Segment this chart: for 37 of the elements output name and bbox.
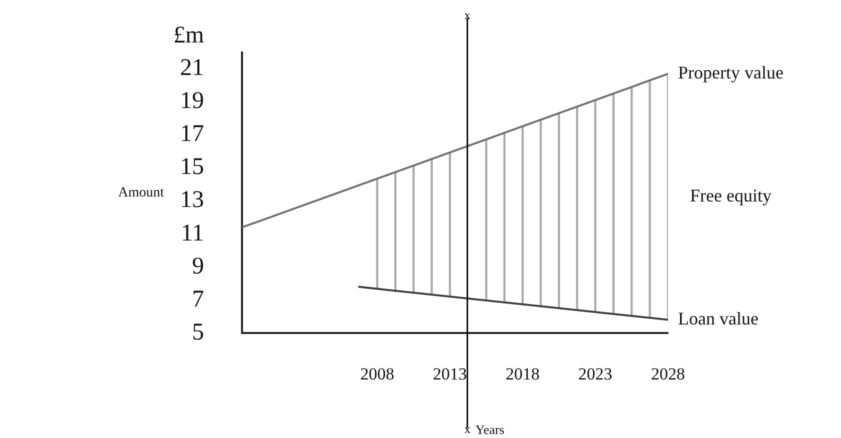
- bar: [394, 172, 396, 292]
- bar: [558, 113, 560, 309]
- bar: [540, 120, 542, 307]
- y-tick-label: 15: [180, 154, 204, 180]
- bar: [376, 179, 378, 289]
- x-tick-label: 2018: [506, 364, 540, 384]
- ref-line-label: x: [464, 422, 470, 436]
- y-axis-title: Amount: [118, 185, 164, 200]
- x-tick-label: 2028: [651, 364, 685, 384]
- bar: [503, 132, 506, 302]
- y-tick-label: 17: [180, 121, 204, 148]
- x-tick-label: 2013: [432, 364, 467, 384]
- text: £m: [173, 22, 204, 49]
- x-axis-title: Years: [475, 422, 504, 437]
- series-label: Free equity: [690, 186, 772, 206]
- series-label: Loan value: [678, 308, 758, 329]
- y-tick-label: 9: [192, 253, 204, 280]
- bar: [594, 100, 596, 312]
- y-tick-label: 13: [180, 187, 204, 214]
- x-tick-label: 2008: [360, 364, 394, 384]
- bar: [485, 140, 488, 300]
- x-tick-label: 2023: [578, 364, 612, 384]
- bar: [430, 159, 433, 296]
- bar: [612, 93, 615, 314]
- series-label: Property value: [678, 62, 784, 83]
- y-tick-label: 11: [180, 220, 204, 246]
- bar: [630, 86, 633, 316]
- y-tick-label: 7: [192, 286, 204, 312]
- bar: [448, 152, 451, 298]
- bar: [576, 106, 578, 310]
- y-tick-label: 21: [180, 55, 204, 82]
- bar: [648, 80, 651, 318]
- y-tick-label: 19: [180, 88, 204, 114]
- text: x: [464, 8, 470, 22]
- bar: [522, 126, 524, 304]
- bar: [412, 166, 415, 294]
- y-tick-label: 5: [192, 319, 204, 346]
